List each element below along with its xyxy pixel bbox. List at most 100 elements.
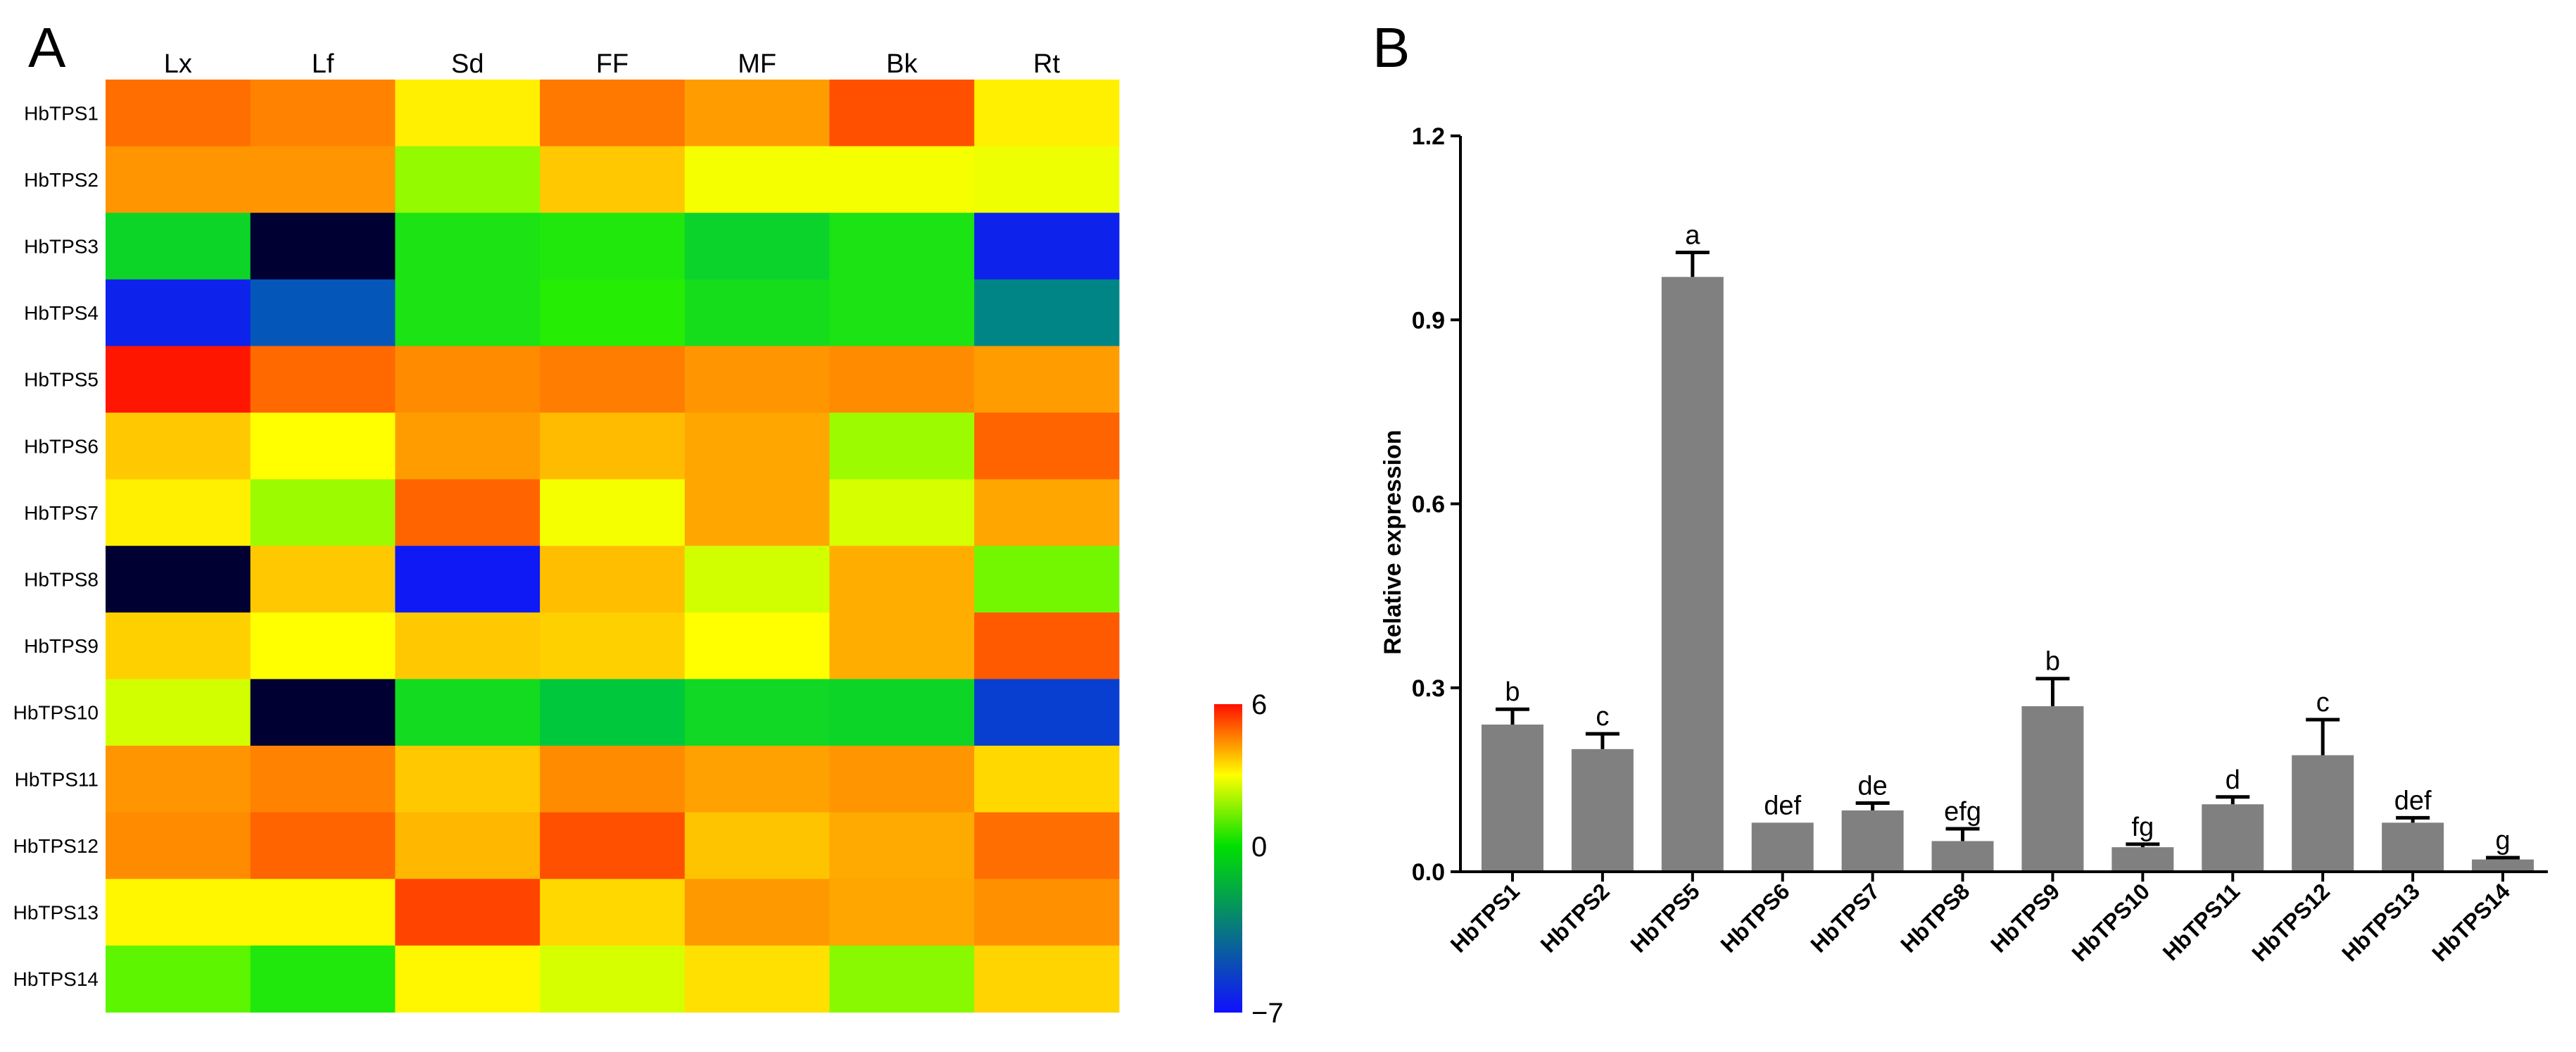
heatmap-cell (250, 213, 396, 280)
heatmap-cell (395, 612, 541, 680)
heatmap-cell (684, 746, 831, 813)
heatmap-cell (106, 879, 251, 946)
bar (1481, 725, 1543, 872)
heatmap-cell (974, 479, 1120, 546)
heatmap-cell (829, 812, 975, 879)
panel-b-label: B (1372, 16, 1410, 79)
heatmap-row-label: HbTPS8 (24, 569, 99, 591)
heatmap-cell (106, 612, 251, 680)
heatmap-cell (106, 679, 251, 746)
heatmap-grid (106, 80, 1120, 1013)
heatmap-cell (974, 612, 1120, 680)
heatmap-cell (974, 413, 1120, 480)
heatmap-cell (974, 546, 1120, 613)
significance-label: c (2316, 688, 2330, 718)
heatmap-cell (540, 812, 686, 879)
heatmap-cell (106, 812, 251, 879)
heatmap-row-label: HbTPS12 (13, 835, 99, 857)
heatmap-cell (540, 679, 686, 746)
heatmap-column-label: Sd (451, 49, 484, 79)
heatmap-column-label: Rt (1033, 49, 1060, 79)
bar (2292, 755, 2354, 872)
x-tick-label: HbTPS7 (1805, 878, 1884, 957)
heatmap-cell (395, 945, 541, 1013)
x-tick-label: HbTPS11 (2158, 878, 2245, 965)
y-axis-title: Relative expression (1379, 430, 1406, 654)
heatmap-panel: A Lx Lf Sd FF MF Bk Rt HbTPS1 HbTPS2 HbTPS3 HbTPS… (13, 16, 1284, 1029)
bar (1841, 810, 1904, 872)
heatmap-cell (684, 146, 831, 213)
heatmap-cell (395, 80, 541, 147)
y-tick-label: 0.3 (1412, 675, 1445, 702)
heatmap-cell (395, 679, 541, 746)
heatmap-cell (250, 679, 396, 746)
heatmap-cell (106, 746, 251, 813)
heatmap-cell (395, 479, 541, 546)
heatmap-cell (684, 679, 831, 746)
heatmap-cell (684, 879, 831, 946)
heatmap-cell (106, 279, 251, 346)
heatmap-cell (395, 279, 541, 346)
panel-a-label: A (28, 16, 66, 79)
heatmap-cell (684, 546, 831, 613)
heatmap-cell (829, 413, 975, 480)
x-tick-label: HbTPS8 (1895, 878, 1974, 957)
heatmap-cell (250, 879, 396, 946)
heatmap-cell (106, 413, 251, 480)
heatmap-cell (106, 945, 251, 1013)
heatmap-cell (974, 812, 1120, 879)
significance-label: def (1764, 791, 1801, 820)
heatmap-cell (250, 146, 396, 213)
colorbar-tick-label: 6 (1251, 689, 1267, 720)
x-tick-label: HbTPS9 (1985, 878, 2064, 957)
significance-label: de (1857, 771, 1887, 801)
heatmap-column-label: Lf (312, 49, 334, 79)
x-tick-label: HbTPS1 (1446, 878, 1524, 957)
significance-label: b (2045, 647, 2060, 677)
heatmap-cell (540, 546, 686, 613)
heatmap-cell (684, 479, 831, 546)
y-tick-label: 0.0 (1412, 859, 1445, 886)
heatmap-cell (540, 213, 686, 280)
heatmap-cell (250, 812, 396, 879)
heatmap-cell (829, 879, 975, 946)
heatmap-cell (974, 945, 1120, 1013)
heatmap-cell (106, 346, 251, 413)
x-tick-label: HbTPS10 (2067, 878, 2155, 966)
heatmap-cell (395, 213, 541, 280)
significance-label: d (2225, 765, 2240, 795)
y-tick-label: 0.9 (1412, 307, 1445, 334)
heatmap-cell (106, 479, 251, 546)
bar (2202, 804, 2264, 872)
heatmap-cell (540, 945, 686, 1013)
heatmap-row-label: HbTPS5 (24, 369, 99, 391)
x-tick-label: HbTPS13 (2337, 878, 2425, 966)
heatmap-cell (829, 679, 975, 746)
heatmap-cell (829, 746, 975, 813)
heatmap-row-label: HbTPS11 (15, 768, 99, 790)
x-tick-label: HbTPS5 (1626, 878, 1705, 957)
heatmap-cell (684, 80, 831, 147)
heatmap-cell (540, 479, 686, 546)
significance-label: fg (2132, 813, 2154, 842)
heatmap-cell (974, 213, 1120, 280)
bar (1661, 277, 1724, 872)
heatmap-cell (540, 346, 686, 413)
heatmap-cell (974, 746, 1120, 813)
heatmap-cell (829, 479, 975, 546)
heatmap-cell (395, 146, 541, 213)
heatmap-cell (250, 279, 396, 346)
heatmap-cell (250, 80, 396, 147)
heatmap-cell (974, 679, 1120, 746)
heatmap-cell (540, 146, 686, 213)
heatmap-column-label: FF (596, 49, 629, 79)
heatmap-cell (106, 146, 251, 213)
significance-label: efg (1944, 797, 1981, 827)
heatmap-cell (829, 146, 975, 213)
heatmap-row-label: HbTPS14 (13, 968, 99, 990)
heatmap-column-label: Lx (164, 49, 192, 79)
heatmap-cell (829, 945, 975, 1013)
heatmap-cell (974, 279, 1120, 346)
y-tick-label: 1.2 (1412, 123, 1445, 150)
